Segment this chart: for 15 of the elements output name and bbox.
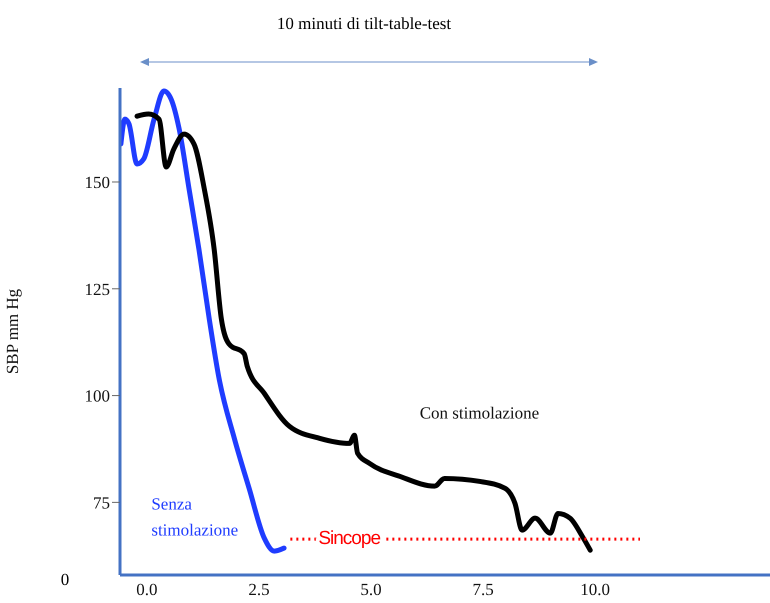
- x-tick-label: 2.5: [248, 580, 270, 600]
- x-tick-label: 10.0: [580, 580, 610, 600]
- text: 0: [60, 570, 70, 590]
- text: Con stimolazione: [420, 403, 540, 422]
- series-label: Sincope: [318, 528, 380, 550]
- y-tick-label: 125: [84, 280, 110, 299]
- x-tick-label: 0.0: [136, 580, 158, 600]
- y-tick-label: 150: [84, 173, 110, 192]
- series-label: Senza stimolazione: [151, 494, 238, 540]
- text: 10 minuti di tilt-table-test: [276, 14, 452, 34]
- x-tick-label: 5.0: [360, 580, 382, 600]
- y-tick-label: 100: [84, 386, 110, 406]
- y-tick-label: 75: [93, 493, 110, 512]
- x-tick-label: 7.5: [472, 580, 494, 600]
- y-axis-title: SBP mm Hg: [3, 288, 22, 374]
